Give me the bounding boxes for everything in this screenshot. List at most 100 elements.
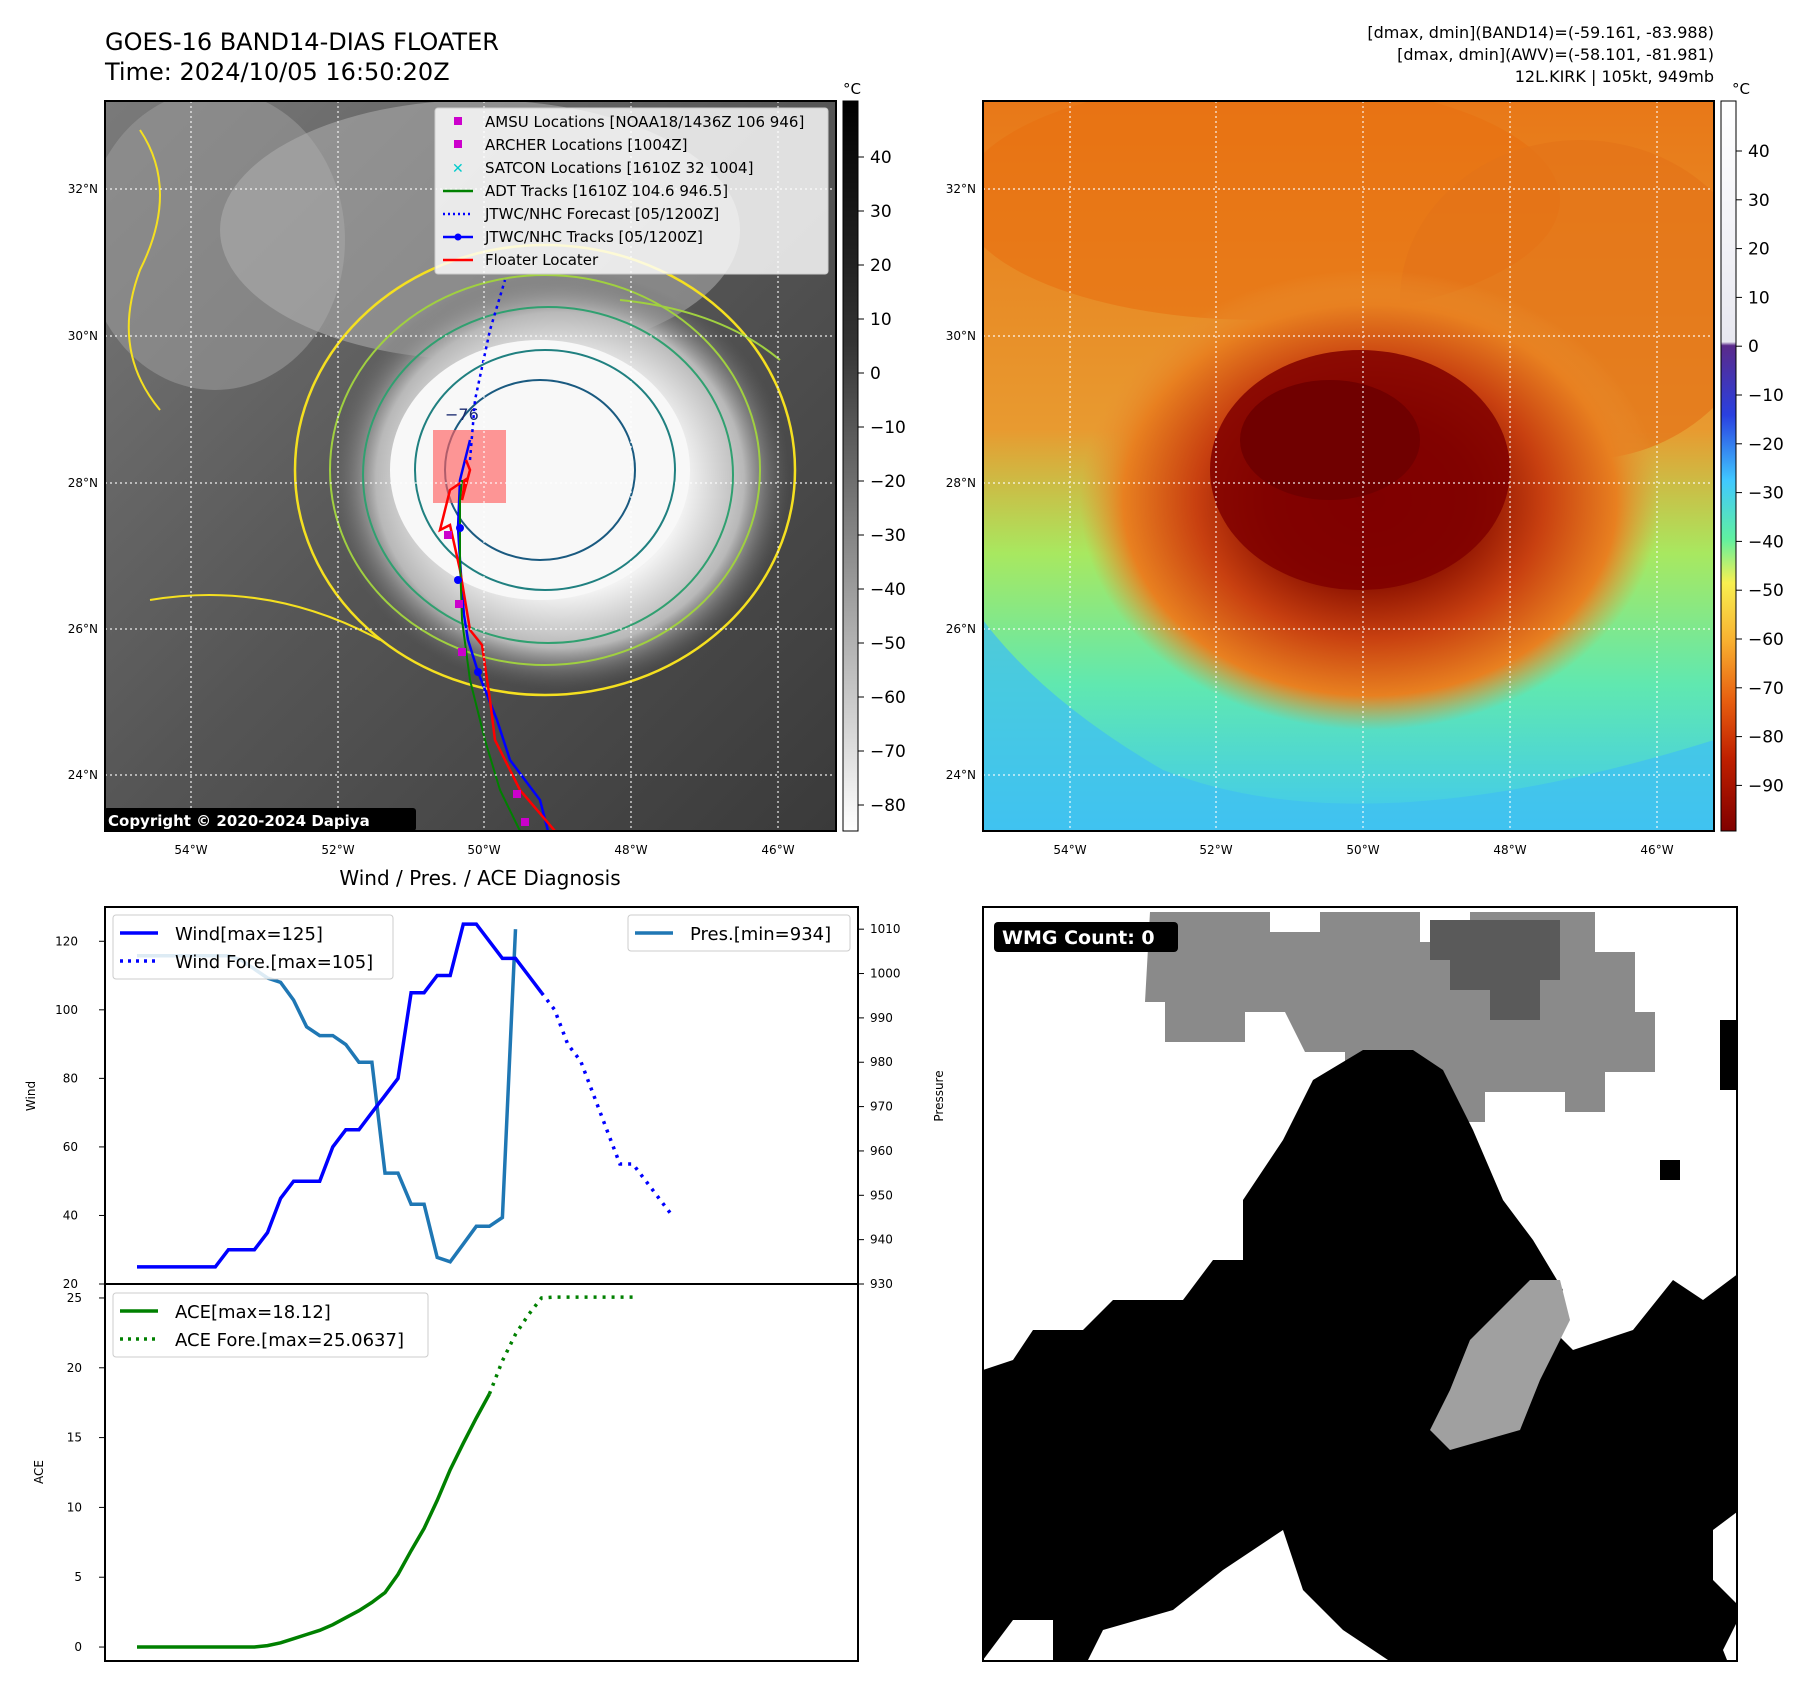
ir-colorbar-tick-label: 0 xyxy=(870,364,881,384)
ir-lon-54: 54°W xyxy=(174,843,207,857)
ir-colorbar-tick-label: −70 xyxy=(870,742,906,762)
awv-lon-50: 50°W xyxy=(1346,843,1379,857)
pressure-tick-label: 1010 xyxy=(870,922,901,936)
awv-lon-52: 52°W xyxy=(1199,843,1232,857)
legend-floater: Floater Locater xyxy=(485,251,599,269)
ir-colorbar-tick-label: 30 xyxy=(870,202,892,222)
ace-axis-label: ACE xyxy=(32,1460,46,1484)
stats-storm: 12L.KIRK | 105kt, 949mb xyxy=(1515,67,1714,86)
awv-lat-30: 30°N xyxy=(946,329,976,343)
legend-ace: ACE[max=18.12] xyxy=(175,1302,331,1323)
ir-colorbar-ticks: 40 30 20 10 0 −10 −20 −30 −40 −50 −60 −70 −80 xyxy=(858,148,906,816)
ir-colorbar-tick-label: −50 xyxy=(870,634,906,654)
ir-lon-48: 48°W xyxy=(614,843,647,857)
ir-colorbar-tick-label: 20 xyxy=(870,256,892,276)
awv-colorbar-tick-label: 40 xyxy=(1748,142,1770,162)
ir-colorbar-tick-label: −20 xyxy=(870,472,906,492)
awv-lat-26: 26°N xyxy=(946,622,976,636)
ace-tick-label: 10 xyxy=(67,1500,82,1514)
awv-colorbar-tick-label: −90 xyxy=(1748,776,1784,796)
pressure-legend: Pres.[min=934] xyxy=(627,914,851,952)
awv-colorbar-tick-label: −70 xyxy=(1748,679,1784,699)
pressure-tick-label: 940 xyxy=(870,1233,893,1247)
pressure-tick-label: 990 xyxy=(870,1011,893,1025)
ace-forecast-line xyxy=(487,1295,633,1395)
ir-lat-30: 30°N xyxy=(68,329,98,343)
ir-colorbar-tick-label: −60 xyxy=(870,688,906,708)
wind-tick-label: 60 xyxy=(63,1140,78,1154)
figure-time: Time: 2024/10/05 16:50:20Z xyxy=(104,58,450,86)
legend-wind: Wind[max=125] xyxy=(175,924,323,945)
pressure-tick-label: 970 xyxy=(870,1100,893,1114)
ir-lon-52: 52°W xyxy=(321,843,354,857)
awv-colorbar-tick-label: −50 xyxy=(1748,581,1784,601)
awv-lon-46: 46°W xyxy=(1640,843,1673,857)
legend-satcon: SATCON Locations [1610Z 32 1004] xyxy=(485,159,753,177)
ir-colorbar-tick-label: 10 xyxy=(870,310,892,330)
awv-colorbar-tick-label: −20 xyxy=(1748,435,1784,455)
legend-wind-fore: Wind Fore.[max=105] xyxy=(175,952,373,973)
ace-line xyxy=(137,1393,491,1649)
copyright-badge: Copyright © 2020-2024 Dapiya xyxy=(108,812,370,830)
chart-title: Wind / Pres. / ACE Diagnosis xyxy=(339,866,620,890)
ir-lat-32: 32°N xyxy=(68,182,98,196)
ace-legend: ACE[max=18.12] ACE Fore.[max=25.0637] xyxy=(112,1292,429,1358)
ir-lat-26: 26°N xyxy=(68,622,98,636)
ir-lon-50: 50°W xyxy=(467,843,500,857)
awv-lat-24: 24°N xyxy=(946,768,976,782)
wmg-count-badge: WMG Count: 0 xyxy=(1002,927,1155,949)
awv-colorbar xyxy=(1720,100,1737,832)
awv-colorbar-ticks: 40 30 20 10 0 −10 −20 −30 −40 −50 −60 −70 −80 −90 xyxy=(1736,142,1784,796)
awv-lon-48: 48°W xyxy=(1493,843,1526,857)
awv-colorbar-tick-label: −30 xyxy=(1748,484,1784,504)
wind-line xyxy=(137,922,543,1269)
ir-colorbar-tick-label: −40 xyxy=(870,580,906,600)
stats-awv: [dmax, dmin](AWV)=(-58.101, -81.981) xyxy=(1397,45,1714,64)
ace-tick-label: 5 xyxy=(74,1570,82,1584)
ir-lat-28: 28°N xyxy=(68,476,98,490)
wind-tick-label: 80 xyxy=(63,1071,78,1085)
awv-colorbar-tick-label: 10 xyxy=(1748,288,1770,308)
wind-tick-label: 120 xyxy=(55,934,78,948)
pressure-axis-label: Pressure xyxy=(932,1070,946,1121)
pressure-tick-label: 930 xyxy=(870,1277,893,1291)
pressure-tick-label: 980 xyxy=(870,1055,893,1069)
awv-colorbar-tick-label: 20 xyxy=(1748,240,1770,260)
ir-colorbar-tick-label: −10 xyxy=(870,418,906,438)
awv-colorbar-tick-label: 30 xyxy=(1748,191,1770,211)
satcon-marker-icon: ✕ xyxy=(452,161,464,177)
awv-colorbar-tick-label: −40 xyxy=(1748,532,1784,552)
awv-lat-28: 28°N xyxy=(946,476,976,490)
wind-forecast-line xyxy=(540,991,674,1217)
ace-tick-label: 20 xyxy=(67,1361,82,1375)
legend-tracks: JTWC/NHC Tracks [05/1200Z] xyxy=(484,228,703,246)
pressure-tick-label: 950 xyxy=(870,1188,893,1202)
ir-colorbar xyxy=(842,100,859,832)
ir-colorbar-tick-label: 40 xyxy=(870,148,892,168)
figure-title: GOES-16 BAND14-DIAS FLOATER xyxy=(105,28,499,56)
ir-lon-46: 46°W xyxy=(761,843,794,857)
awv-colorbar-tick-label: 0 xyxy=(1748,337,1759,357)
archer-marker-icon xyxy=(454,140,462,148)
wind-legend: Wind[max=125] Wind Fore.[max=105] xyxy=(112,914,394,980)
awv-colorbar-unit: °C xyxy=(1732,80,1750,98)
ir-colorbar-tick-label: −30 xyxy=(870,526,906,546)
awv-lon-54: 54°W xyxy=(1053,843,1086,857)
contour-label: −76 xyxy=(445,405,479,424)
wind-tick-label: 100 xyxy=(55,1003,78,1017)
legend-archer: ARCHER Locations [1004Z] xyxy=(485,136,688,154)
ir-colorbar-unit: °C xyxy=(843,80,861,98)
ir-panel: −76 xyxy=(68,80,906,857)
diagnosis-chart: Wind / Pres. / ACE Diagnosis Wind Pressu… xyxy=(24,866,946,1662)
wind-axis-label: Wind xyxy=(24,1081,38,1111)
wmg-panel: WMG Count: 0 xyxy=(982,906,1738,1662)
legend-ace-fore: ACE Fore.[max=25.0637] xyxy=(175,1330,404,1351)
ace-tick-label: 0 xyxy=(74,1640,82,1654)
amsu-marker-icon xyxy=(454,117,462,125)
awv-colorbar-tick-label: −80 xyxy=(1748,728,1784,748)
wind-tick-label: 20 xyxy=(63,1277,78,1291)
legend-amsu: AMSU Locations [NOAA18/1436Z 106 946] xyxy=(485,113,804,131)
awv-lat-32: 32°N xyxy=(946,182,976,196)
pressure-tick-label: 1000 xyxy=(870,967,901,981)
